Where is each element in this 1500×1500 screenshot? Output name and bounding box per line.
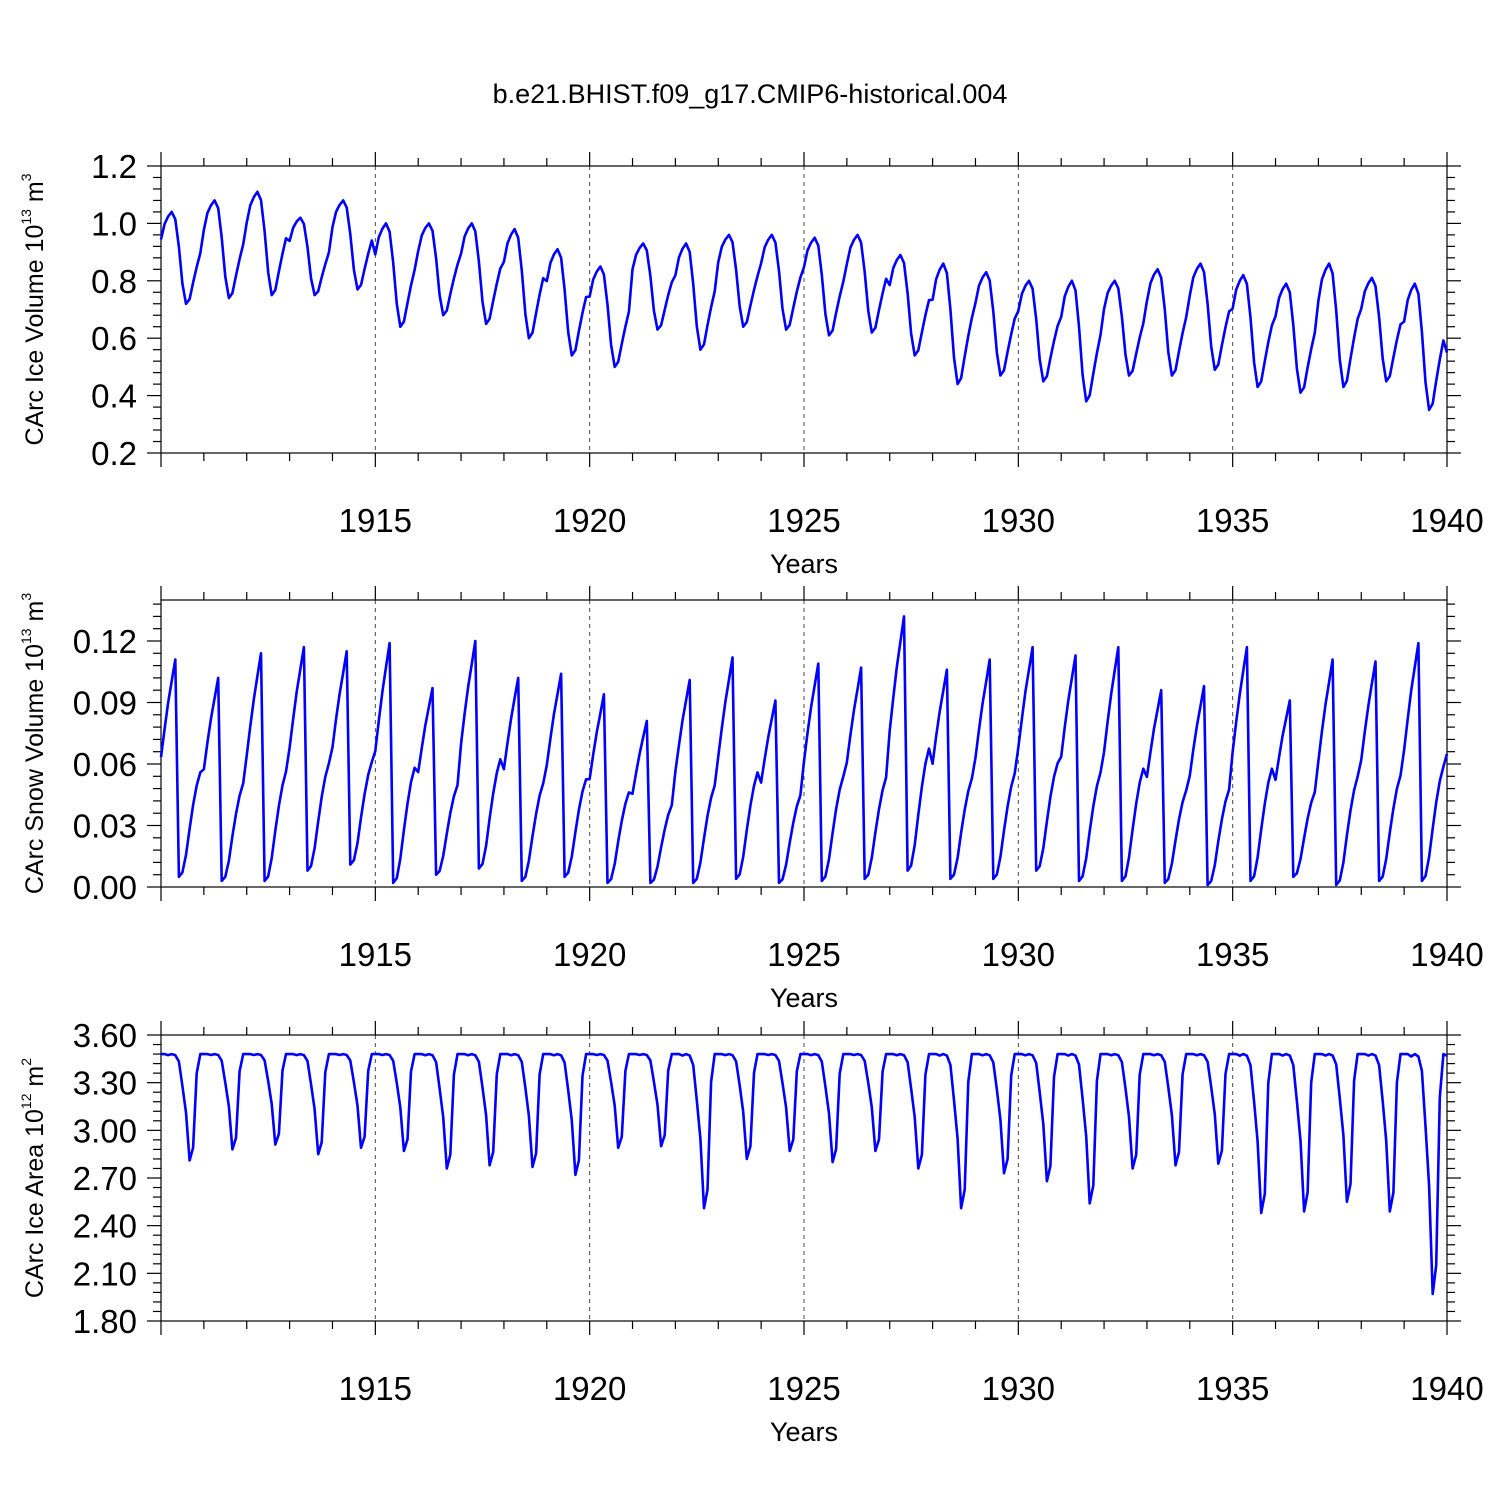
- ice-area-panel: 1915 1920 1925 1930 1935 1940 Years 1.80 2.10 2.4…: [18, 1017, 1484, 1447]
- ice-volume-xlabel: Years: [770, 549, 838, 579]
- ice-volume-panel: 1915 1920 1925 1930 1935 1940 Years 0.2 0.4 0.6 0.…: [18, 148, 1484, 579]
- snow-volume-ylabel: CArc Snow Volume 1013 m3: [18, 593, 49, 894]
- snow-volume-xtick-label-1930: 1930: [982, 936, 1055, 973]
- snow-volume-xtick-label-1925: 1925: [767, 936, 840, 973]
- ice-volume-xtick-label-1940: 1940: [1410, 502, 1483, 539]
- ice-area-ytick-label-2.10: 2.10: [73, 1255, 137, 1292]
- ice-volume-xtick-label-1930: 1930: [982, 502, 1055, 539]
- snow-volume-ytick-label-0.06: 0.06: [73, 746, 137, 783]
- snow-volume-xtick-label-1940: 1940: [1410, 936, 1483, 973]
- ice-area-ytick-label-3.00: 3.00: [73, 1112, 137, 1149]
- ice-volume-ytick-label-0.8: 0.8: [91, 263, 137, 300]
- ice-volume-series-line: [159, 190, 1449, 412]
- ice-area-xtick-label-1930: 1930: [982, 1370, 1055, 1407]
- ice-area-series-line: [161, 1052, 1448, 1296]
- ice-area-xtick-label-1920: 1920: [553, 1370, 626, 1407]
- ice-area-ytick-label-2.40: 2.40: [73, 1208, 137, 1245]
- snow-volume-xlabel: Years: [770, 983, 838, 1013]
- ice-volume-ytick-label-0.4: 0.4: [91, 378, 137, 415]
- figure-title: b.e21.BHIST.f09_g17.CMIP6-historical.004: [493, 79, 1008, 109]
- snow-volume-panel: 1915 1920 1925 1930 1935 1940 Years 0.00 0.03 0.0…: [18, 586, 1484, 1013]
- ice-volume-ytick-label-1.2: 1.2: [91, 148, 137, 185]
- snow-volume-ytick-label-0.12: 0.12: [73, 623, 137, 660]
- snow-volume-ytick-label-0.00: 0.00: [73, 869, 137, 906]
- snow-volume-ytick-label-0.09: 0.09: [73, 685, 137, 722]
- snow-volume-ytick-label-0.03: 0.03: [73, 808, 137, 845]
- ice-volume-ytick-label-0.6: 0.6: [91, 320, 137, 357]
- ice-volume-ylabel: CArc Ice Volume 1013 m3: [18, 173, 49, 445]
- ice-volume-xtick-label-1920: 1920: [553, 502, 626, 539]
- ice-area-ylabel: CArc Ice Area 1012 m2: [18, 1058, 49, 1298]
- ice-area-ytick-label-2.70: 2.70: [73, 1160, 137, 1197]
- ice-volume-xtick-label-1935: 1935: [1196, 502, 1269, 539]
- ice-area-xtick-label-1915: 1915: [339, 1370, 412, 1407]
- ice-area-ytick-label-3.30: 3.30: [73, 1065, 137, 1102]
- ice-volume-ytick-label-1.0: 1.0: [91, 205, 137, 242]
- ice-volume-xtick-label-1925: 1925: [767, 502, 840, 539]
- ice-area-ytick-label-3.60: 3.60: [73, 1017, 137, 1054]
- ice-area-xtick-label-1935: 1935: [1196, 1370, 1269, 1407]
- ice-area-ytick-label-1.80: 1.80: [73, 1303, 137, 1340]
- ice-area-xlabel: Years: [770, 1417, 838, 1447]
- snow-volume-xtick-label-1915: 1915: [339, 936, 412, 973]
- snow-volume-xtick-label-1935: 1935: [1196, 936, 1269, 973]
- ice-area-xtick-label-1940: 1940: [1410, 1370, 1483, 1407]
- ice-volume-xtick-label-1915: 1915: [339, 502, 412, 539]
- ice-area-xtick-label-1925: 1925: [767, 1370, 840, 1407]
- snow-volume-xtick-label-1920: 1920: [553, 936, 626, 973]
- ice-volume-ytick-label-0.2: 0.2: [91, 435, 137, 472]
- snow-volume-series-line: [159, 615, 1449, 887]
